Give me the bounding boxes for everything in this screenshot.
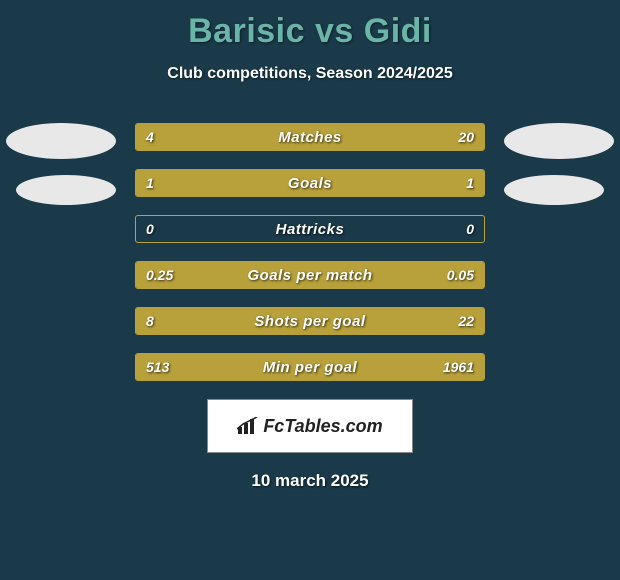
bar-label: Hattricks bbox=[136, 216, 484, 242]
stat-bar: 11Goals bbox=[135, 169, 485, 197]
stat-bar: 822Shots per goal bbox=[135, 307, 485, 335]
page-subtitle: Club competitions, Season 2024/2025 bbox=[0, 65, 620, 83]
bar-label: Goals per match bbox=[136, 262, 484, 288]
bar-label: Shots per goal bbox=[136, 308, 484, 334]
bar-label: Min per goal bbox=[136, 354, 484, 380]
chart-icon bbox=[237, 417, 259, 435]
logo-box: FcTables.com bbox=[207, 399, 413, 453]
logo-text: FcTables.com bbox=[263, 416, 382, 437]
stat-bar: 00Hattricks bbox=[135, 215, 485, 243]
date-label: 10 march 2025 bbox=[0, 471, 620, 491]
player-right-avatar-placeholder bbox=[504, 123, 614, 159]
bar-label: Goals bbox=[136, 170, 484, 196]
team-right-avatar-placeholder bbox=[504, 175, 604, 205]
bar-label: Matches bbox=[136, 124, 484, 150]
stat-bar: 5131961Min per goal bbox=[135, 353, 485, 381]
stat-bar: 420Matches bbox=[135, 123, 485, 151]
team-left-avatar-placeholder bbox=[16, 175, 116, 205]
page-title: Barisic vs Gidi bbox=[0, 0, 620, 51]
comparison-chart: 420Matches 11Goals 00Hattricks 0.250.05Goal… bbox=[0, 123, 620, 381]
player-left-avatar-placeholder bbox=[6, 123, 116, 159]
stat-bar: 0.250.05Goals per match bbox=[135, 261, 485, 289]
stat-bars-container: 420Matches 11Goals 00Hattricks 0.250.05Goal… bbox=[135, 123, 485, 381]
logo: FcTables.com bbox=[237, 416, 382, 437]
